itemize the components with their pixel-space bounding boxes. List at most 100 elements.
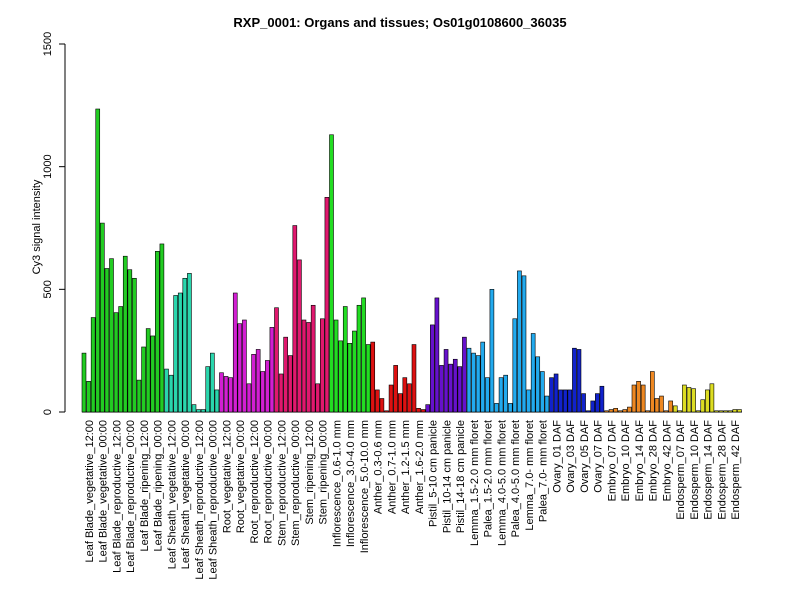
bar	[640, 384, 646, 413]
bar	[297, 259, 302, 413]
x-tick-label: Inflorescence_0.6-1.0 mm	[331, 420, 343, 547]
bar	[246, 383, 252, 413]
x-tick-label: Anther_1.6-2.0 mm	[414, 420, 426, 514]
bar	[631, 384, 637, 413]
bar	[191, 404, 197, 413]
x-tick-label: Lemma_1.5-2.0 mm floret	[469, 420, 481, 546]
bar	[95, 108, 101, 413]
bar	[214, 389, 220, 413]
x-tick-label: Embryo_28 DAF	[648, 420, 660, 502]
bar	[136, 379, 142, 413]
bar	[141, 346, 146, 413]
bar	[287, 355, 293, 413]
bar	[310, 304, 316, 413]
bar	[177, 292, 183, 413]
bar	[530, 333, 536, 413]
x-tick-label: Lemma_7.0- mm floret	[524, 420, 536, 531]
x-tick-label: Stem_ripening_12:00	[304, 420, 316, 525]
bar	[361, 297, 366, 413]
bar	[416, 408, 421, 413]
x-tick-label: Embryo_10 DAF	[620, 420, 632, 502]
bar	[503, 374, 508, 413]
bar	[269, 327, 275, 413]
bar	[425, 404, 431, 413]
bar	[329, 134, 334, 413]
x-tick-label: Inflorescence_3.0-4.0 mm	[345, 420, 357, 547]
bar	[306, 322, 311, 413]
bar	[210, 352, 215, 413]
bar	[274, 307, 279, 413]
bar	[475, 355, 481, 413]
bar	[122, 255, 128, 413]
x-tick-label: Leaf Sheath_reproductive_00:00	[208, 420, 220, 580]
bar	[155, 251, 160, 413]
bar	[512, 318, 518, 413]
bar	[686, 387, 692, 413]
bar	[338, 340, 343, 413]
y-tick-label: 1500	[42, 32, 54, 56]
bar	[723, 410, 728, 413]
bar	[448, 363, 453, 413]
bar	[608, 409, 614, 413]
bar	[104, 268, 110, 413]
bar	[205, 366, 211, 413]
bar	[709, 383, 715, 413]
bar	[237, 323, 243, 413]
x-tick-label: Pistil_5-10 cm panicle	[428, 420, 440, 527]
bar	[650, 371, 655, 413]
bar	[677, 410, 683, 413]
bar	[507, 403, 513, 413]
bar	[663, 410, 669, 413]
bar	[443, 349, 449, 413]
bar	[150, 335, 156, 413]
bar	[333, 319, 339, 413]
x-tick-label: Stem_ripening_00:00	[318, 420, 330, 525]
bar	[737, 409, 742, 413]
bar	[567, 389, 573, 413]
bar	[466, 347, 472, 413]
x-tick-label: Leaf Blade_vegetative_12:00	[84, 420, 96, 563]
bar	[562, 389, 568, 413]
bar	[471, 352, 476, 413]
bar	[627, 406, 632, 413]
x-tick-label: Inflorescence_5.0-10.0 mm	[359, 420, 371, 553]
bar	[315, 383, 321, 413]
bar	[434, 297, 440, 413]
x-tick-label: Endosperm_10 DAF	[689, 420, 701, 520]
x-tick-label: Stem_reproductive_00:00	[290, 420, 302, 546]
bar	[384, 410, 389, 413]
x-tick-label: Anther_0.7-1.0 mm	[386, 420, 398, 514]
bar	[255, 349, 261, 413]
bar	[572, 347, 577, 413]
bar	[407, 383, 412, 413]
x-tick-label: Ovary_05 DAF	[579, 420, 591, 493]
bar	[462, 336, 467, 413]
bar	[242, 319, 247, 413]
bar	[182, 277, 188, 413]
bar	[732, 409, 738, 413]
bar	[342, 306, 348, 413]
bar	[617, 410, 623, 413]
x-tick-label: Leaf Blade_ripening_12:00	[139, 420, 151, 552]
bar	[370, 341, 376, 413]
bar	[292, 225, 298, 413]
chart-title: RXP_0001: Organs and tissues; Os01g01086…	[233, 15, 566, 30]
bar	[118, 306, 123, 413]
x-tick-label: Leaf Blade_ripening_00:00	[153, 420, 165, 552]
x-tick-label: Stem_reproductive_12:00	[276, 420, 288, 546]
x-tick-label: Palea_1.5-2.0 mm floret	[483, 420, 495, 537]
bar	[90, 317, 96, 413]
bar	[553, 373, 559, 413]
bar	[521, 275, 527, 413]
bar	[613, 408, 618, 413]
bar	[320, 318, 325, 413]
bar	[452, 358, 458, 413]
bar	[347, 343, 353, 413]
bar	[365, 344, 371, 413]
bar	[375, 389, 380, 413]
x-tick-label: Leaf Blade_reproductive_12:00	[111, 420, 123, 573]
bar	[223, 376, 229, 413]
bar	[260, 371, 266, 413]
bar	[196, 409, 201, 413]
